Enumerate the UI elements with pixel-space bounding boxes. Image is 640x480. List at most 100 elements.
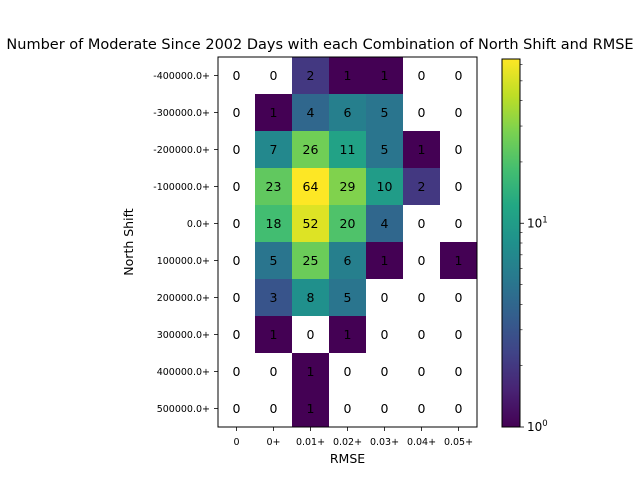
heatmap-cell [329, 390, 366, 427]
cell-value-label: 2 [307, 68, 315, 83]
heatmap-cell [292, 390, 329, 427]
heatmap-cell [292, 205, 329, 242]
cell-value-label: 3 [270, 290, 278, 305]
heatmap-cell [366, 168, 403, 205]
heatmap-cell [440, 242, 477, 279]
heatmap-cell [255, 131, 292, 168]
x-tick-label: 0.01+ [296, 437, 325, 448]
heatmap-cell [366, 57, 403, 94]
heatmap-cells [218, 57, 477, 427]
cell-value-label: 11 [340, 142, 356, 157]
heatmap-cell [329, 279, 366, 316]
cell-value-label: 0 [455, 105, 463, 120]
heatmap-cell [218, 242, 255, 279]
heatmap-cell [440, 168, 477, 205]
heatmap-cell [440, 205, 477, 242]
cell-value-label: 4 [307, 105, 315, 120]
heatmap-cell [292, 242, 329, 279]
heatmap-cell [329, 57, 366, 94]
cell-value-label: 1 [344, 68, 352, 83]
y-tick-label: -100000.0+ [153, 182, 210, 193]
cell-value-label: 23 [266, 179, 282, 194]
heatmap-cell [329, 316, 366, 353]
heatmap-cell [218, 205, 255, 242]
cell-value-label: 0 [455, 364, 463, 379]
heatmap-cell [255, 242, 292, 279]
cell-value-label: 0 [418, 401, 426, 416]
heatmap-cell [440, 57, 477, 94]
heatmap-cell [329, 131, 366, 168]
cell-value-label: 29 [340, 179, 356, 194]
heatmap-cell [218, 94, 255, 131]
cell-value-label: 6 [344, 253, 352, 268]
cell-value-label: 0 [233, 253, 241, 268]
heatmap-cell [366, 353, 403, 390]
cell-value-label: 0 [418, 327, 426, 342]
heatmap-cell [329, 94, 366, 131]
cell-value-label: 0 [455, 290, 463, 305]
cell-value-label: 0 [233, 142, 241, 157]
cell-value-label: 0 [455, 179, 463, 194]
cell-value-label: 10 [377, 179, 393, 194]
heatmap-cell [440, 131, 477, 168]
cell-value-label: 0 [233, 216, 241, 231]
x-axis: 0 0+ 0.01+ 0.02+ 0.03+ 0.04+ 0.05+ [233, 427, 473, 448]
cell-value-label: 1 [455, 253, 463, 268]
y-tick-label: 300000.0+ [157, 330, 210, 341]
heatmap-cell [255, 316, 292, 353]
heatmap-cell [403, 279, 440, 316]
heatmap-cell [255, 390, 292, 427]
heatmap-cell [218, 131, 255, 168]
cell-value-label: 26 [303, 142, 319, 157]
cell-value-label: 0 [455, 142, 463, 157]
y-tick-label: 0.0+ [187, 219, 210, 230]
cell-value-label: 0 [233, 179, 241, 194]
y-axis-label: North Shift [121, 208, 136, 275]
y-tick-label: 400000.0+ [157, 367, 210, 378]
cell-value-label: 25 [303, 253, 319, 268]
heatmap-cell [329, 242, 366, 279]
cell-value-label: 0 [270, 364, 278, 379]
heatmap-cell [403, 316, 440, 353]
cell-value-label: 52 [303, 216, 319, 231]
heatmap-cell [366, 94, 403, 131]
cell-value-label: 0 [233, 68, 241, 83]
chart-title: Number of Moderate Since 2002 Days with … [6, 37, 633, 53]
cell-value-label: 0 [418, 68, 426, 83]
y-axis: -400000.0+ -300000.0+ -200000.0+ -100000.0+… [153, 71, 218, 415]
heatmap-cell [218, 279, 255, 316]
y-tick-label: 500000.0+ [157, 404, 210, 415]
y-tick-label: -200000.0+ [153, 145, 210, 156]
cell-value-label: 0 [344, 401, 352, 416]
heatmap-cell [329, 168, 366, 205]
cell-value-label: 2 [418, 179, 426, 194]
cell-value-label: 0 [233, 105, 241, 120]
heatmap-cell [403, 205, 440, 242]
cell-value-label: 6 [344, 105, 352, 120]
heatmap-cell [440, 94, 477, 131]
heatmap-cell [403, 94, 440, 131]
heatmap-cell [292, 131, 329, 168]
y-tick-label: 200000.0+ [157, 293, 210, 304]
heatmap-cell [403, 390, 440, 427]
cell-value-label: 0 [418, 105, 426, 120]
colorbar [501, 58, 521, 428]
y-tick-label: -400000.0+ [153, 71, 210, 82]
heatmap-cell [292, 316, 329, 353]
heatmap-cell [366, 131, 403, 168]
cell-value-label: 0 [233, 401, 241, 416]
cell-value-label: 0 [381, 401, 389, 416]
heatmap-cell [292, 94, 329, 131]
cell-value-label: 18 [266, 216, 282, 231]
cell-value-label: 1 [270, 105, 278, 120]
cell-value-label: 1 [381, 68, 389, 83]
cell-value-label: 0 [233, 327, 241, 342]
cell-value-label: 4 [381, 216, 389, 231]
colorbar-gradient [501, 58, 521, 428]
cell-value-label: 7 [270, 142, 278, 157]
heatmap-cell [403, 168, 440, 205]
heatmap-cell [218, 353, 255, 390]
heatmap-cell [366, 316, 403, 353]
cell-value-label: 0 [418, 290, 426, 305]
